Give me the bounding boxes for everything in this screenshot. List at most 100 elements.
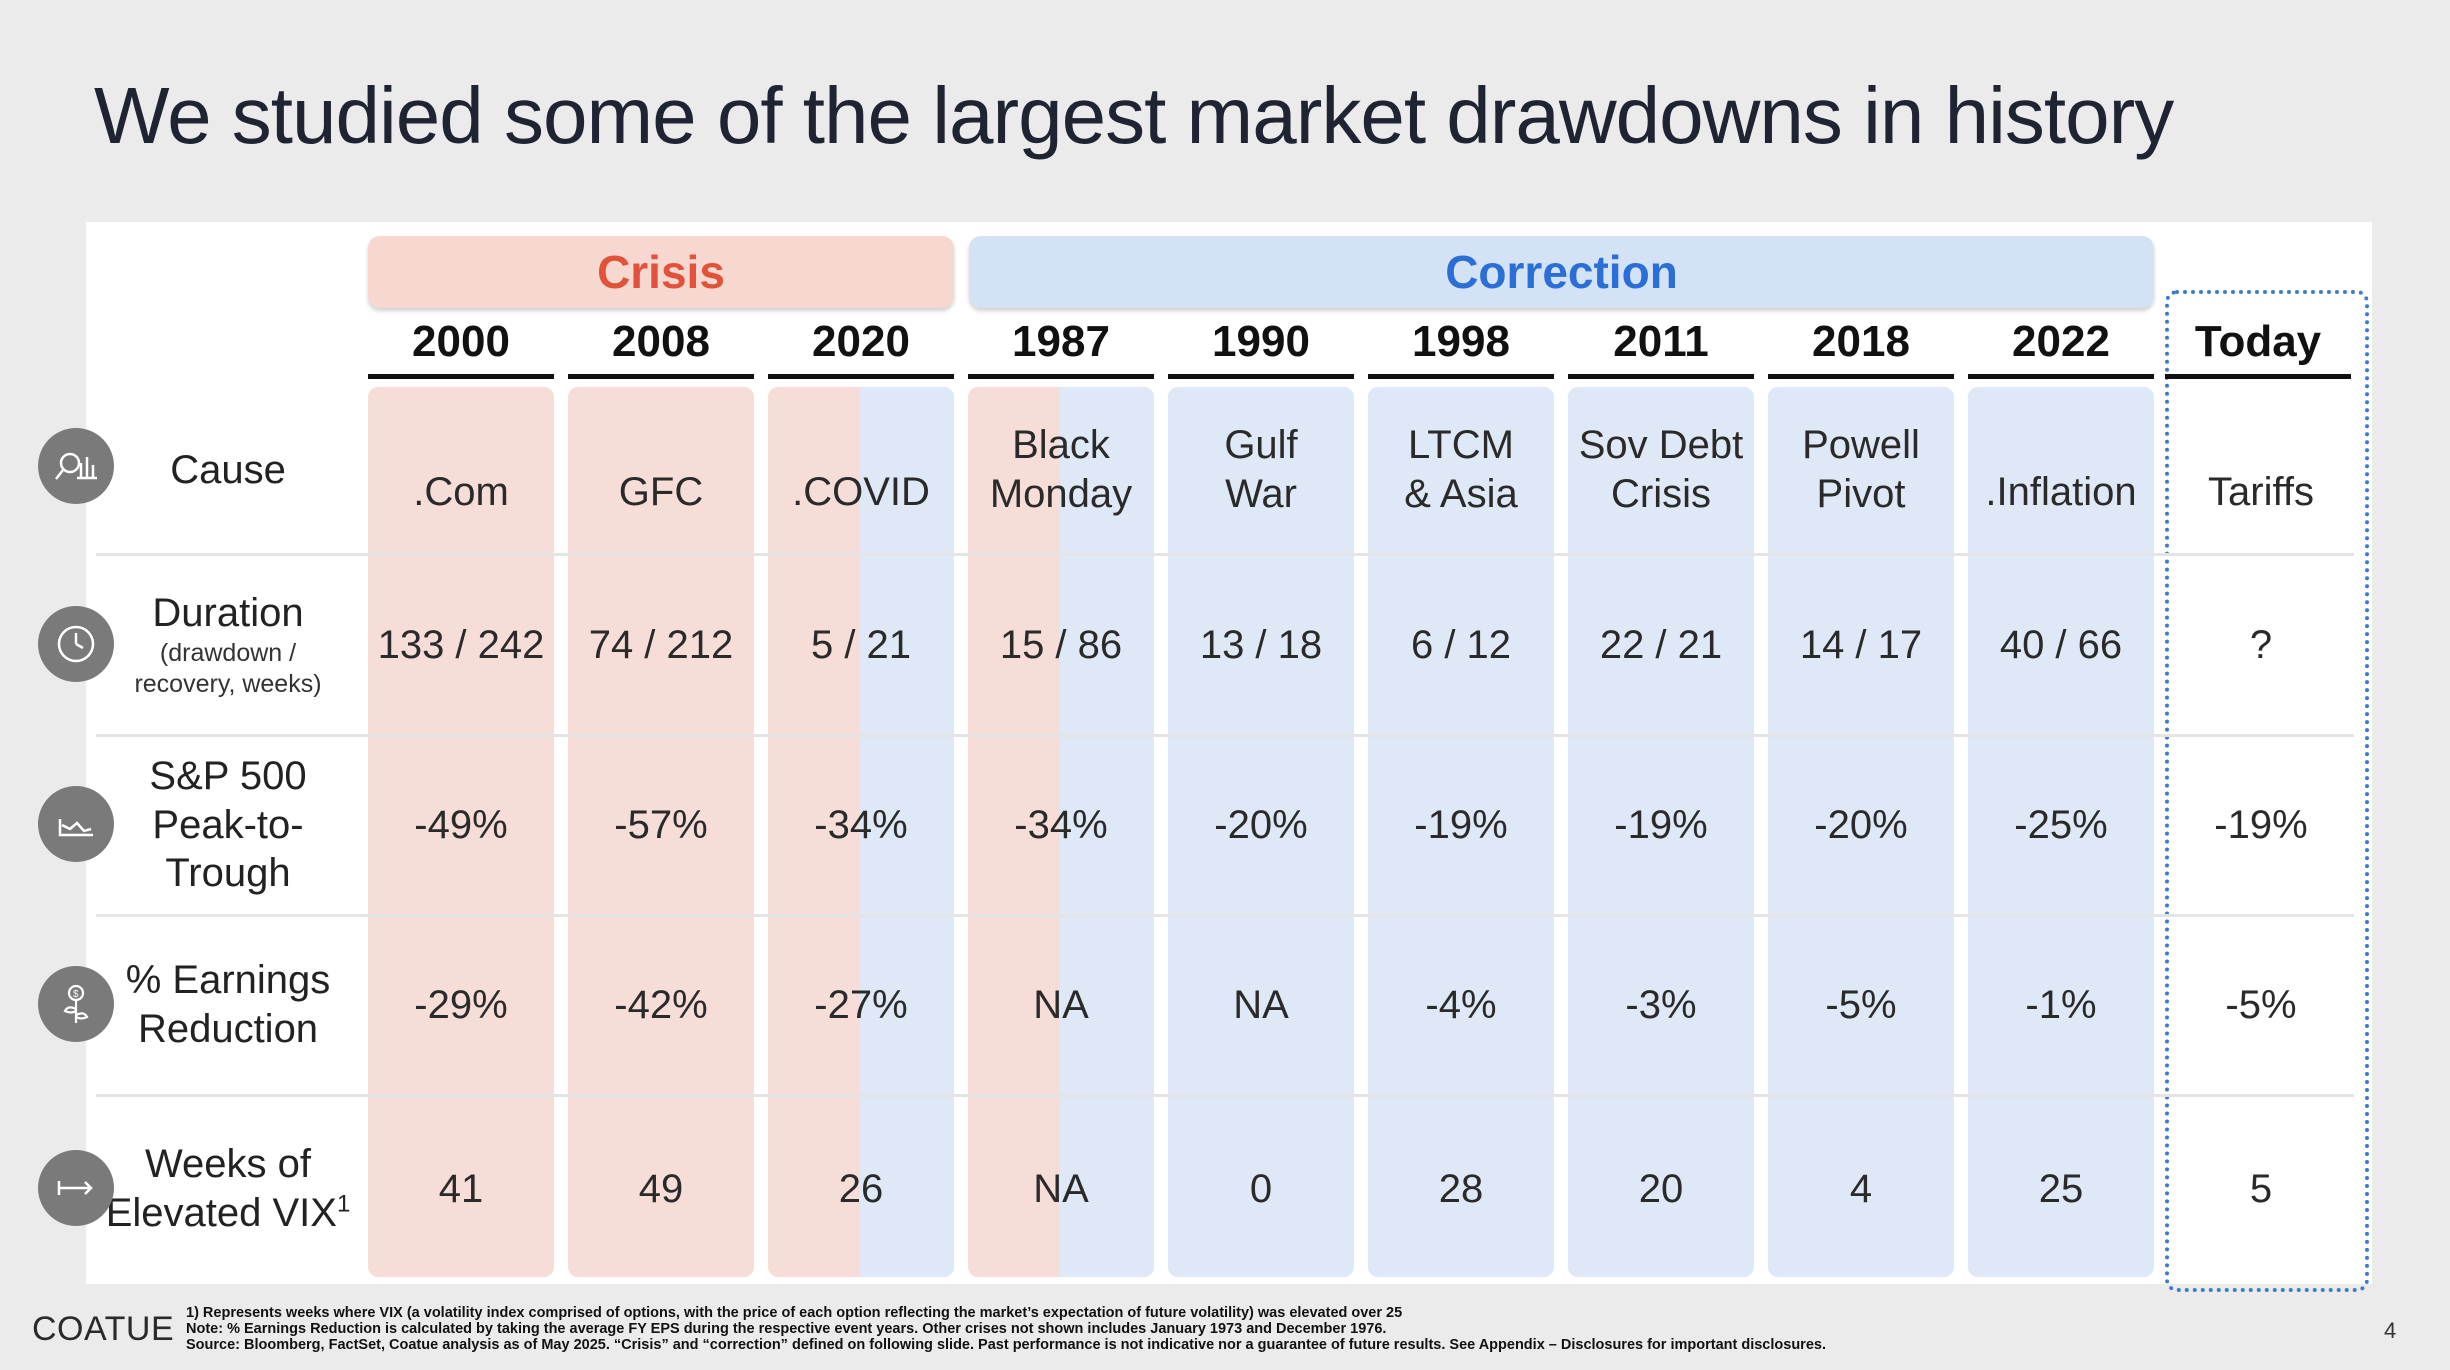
cause-cell: Tariffs: [2163, 387, 2359, 575]
earnings-reduction-cell: -27%: [814, 982, 908, 1027]
duration-cell: 133 / 242: [377, 622, 545, 667]
earnings-reduction-cell: NA: [1233, 982, 1289, 1027]
column-background: [1368, 387, 1554, 1277]
row-label-earnings-reduction: % Earnings Reduction: [125, 958, 331, 1051]
page-title: We studied some of the largest market dr…: [94, 71, 2174, 160]
cell-text-line: Pivot: [1816, 472, 1906, 516]
year-header: 1990: [1168, 310, 1354, 379]
year-header: 2022: [1968, 310, 2154, 379]
earnings-reduction-cell: -1%: [2025, 982, 2097, 1027]
cause-cell: .Inflation: [1963, 387, 2159, 575]
year-header: 2020: [768, 310, 954, 379]
column-background: [1968, 387, 2154, 1277]
earnings-reduction-cell: -42%: [614, 982, 708, 1027]
dollar-plant-icon: $: [38, 966, 114, 1042]
earnings-reduction-cell: NA: [1033, 982, 1089, 1027]
duration-cell: ?: [2249, 622, 2273, 667]
year-header: 1998: [1368, 310, 1554, 379]
cause-cell: Powell Pivot: [1763, 387, 1959, 553]
row-label-cause: Cause: [170, 447, 286, 492]
cell-text-line: .Inflation: [1985, 469, 2137, 514]
peak-to-trough-cell: -34%: [1014, 802, 1108, 847]
year-header: 2008: [568, 310, 754, 379]
row-label-duration: Duration (drawdown / recovery, weeks): [134, 591, 322, 699]
cell-text-line: .Com: [413, 469, 509, 514]
earnings-reduction-cell: -29%: [414, 982, 508, 1027]
row-separator: [96, 914, 2354, 917]
cell-text-line: Tariffs: [2208, 469, 2314, 514]
weeks-vix-cell: 4: [1849, 1166, 1873, 1211]
footnote-source: Source: Bloomberg, FactSet, Coatue analy…: [186, 1336, 1826, 1353]
peak-to-trough-cell: -49%: [414, 802, 508, 847]
cell-text-line: Crisis: [1611, 472, 1711, 516]
cause-cell: Gulf War: [1163, 387, 1359, 553]
coatue-logo: COATUE: [32, 1310, 175, 1348]
duration-cell: 6 / 12: [1410, 622, 1512, 667]
weeks-vix-cell: NA: [1033, 1166, 1089, 1211]
duration-cell: 15 / 86: [999, 622, 1123, 667]
duration-cell: 14 / 17: [1799, 622, 1923, 667]
year-header: 2011: [1568, 310, 1754, 379]
earnings-reduction-cell: -4%: [1425, 982, 1497, 1027]
cell-text-line: War: [1225, 472, 1297, 516]
cause-cell: .COVID: [763, 387, 959, 575]
footnotes: 1) Represents weeks where VIX (a volatil…: [186, 1305, 2086, 1354]
peak-to-trough-cell: -57%: [614, 802, 708, 847]
column-background: [568, 387, 754, 1277]
weeks-vix-cell: 0: [1249, 1166, 1273, 1211]
duration-cell: 22 / 21: [1599, 622, 1723, 667]
weeks-vix-cell: 26: [838, 1166, 884, 1211]
cause-cell: Sov Debt Crisis: [1563, 387, 1759, 553]
cell-text-line: GFC: [618, 469, 704, 514]
year-header: 2000: [368, 310, 554, 379]
year-header: 2018: [1768, 310, 1954, 379]
column-background: [1568, 387, 1754, 1277]
earnings-reduction-cell: -3%: [1625, 982, 1697, 1027]
cell-text-line: Sov Debt: [1578, 423, 1744, 468]
cell-text-line: LTCM: [1408, 423, 1514, 468]
chart-search-icon: [38, 428, 114, 504]
year-header: 1987: [968, 310, 1154, 379]
cause-cell: GFC: [563, 387, 759, 575]
duration-cell: 5 / 21: [810, 622, 912, 667]
earnings-reduction-cell: -5%: [2225, 982, 2297, 1027]
footnote-note: Note: % Earnings Reduction is calculated…: [186, 1320, 1387, 1337]
footnote-1: 1) Represents weeks where VIX (a volatil…: [186, 1305, 1403, 1321]
today-highlight-box: [2165, 290, 2369, 1292]
cell-text-line: Black: [1012, 423, 1110, 468]
column-background: [1060, 387, 1154, 1277]
svg-text:$: $: [73, 989, 79, 1000]
weeks-vix-cell: 49: [638, 1166, 684, 1211]
weeks-vix-cell: 28: [1438, 1166, 1484, 1211]
row-separator: [96, 734, 2354, 737]
peak-to-trough-cell: -25%: [2014, 802, 2108, 847]
duration-cell: 74 / 212: [588, 622, 734, 667]
column-background: [1768, 387, 1954, 1277]
row-label-weeks-vix: Weeks of Elevated VIX1: [105, 1142, 351, 1235]
correction-group-header: Correction: [969, 236, 2154, 308]
row-label-peak-to-trough: S&P 500 Peak-to- Trough: [149, 753, 307, 896]
column-background: [368, 387, 554, 1277]
peak-to-trough-cell: -19%: [1614, 802, 1708, 847]
peak-to-trough-cell: -34%: [814, 802, 908, 847]
column-background: [860, 387, 954, 1277]
cause-cell: .Com: [363, 387, 559, 575]
column-background: [1168, 387, 1354, 1277]
cause-cell: Black Monday: [963, 387, 1159, 553]
cause-cell: LTCM & Asia: [1363, 387, 1559, 553]
weeks-vix-cell: 20: [1638, 1166, 1684, 1211]
line-chart-icon: [38, 786, 114, 862]
earnings-reduction-cell: -5%: [1825, 982, 1897, 1027]
peak-to-trough-cell: -20%: [1814, 802, 1908, 847]
weeks-vix-cell: 25: [2038, 1166, 2084, 1211]
row-separator: [96, 553, 2354, 556]
duration-cell: 13 / 18: [1199, 622, 1323, 667]
clock-icon: [38, 606, 114, 682]
arrow-right-icon: [38, 1150, 114, 1226]
peak-to-trough-cell: -19%: [1414, 802, 1508, 847]
cell-text-line: Powell: [1802, 423, 1920, 468]
cell-text-line: .COVID: [792, 469, 930, 514]
weeks-vix-cell: 41: [438, 1166, 484, 1211]
weeks-vix-cell: 5: [2249, 1166, 2273, 1211]
peak-to-trough-cell: -20%: [1214, 802, 1308, 847]
